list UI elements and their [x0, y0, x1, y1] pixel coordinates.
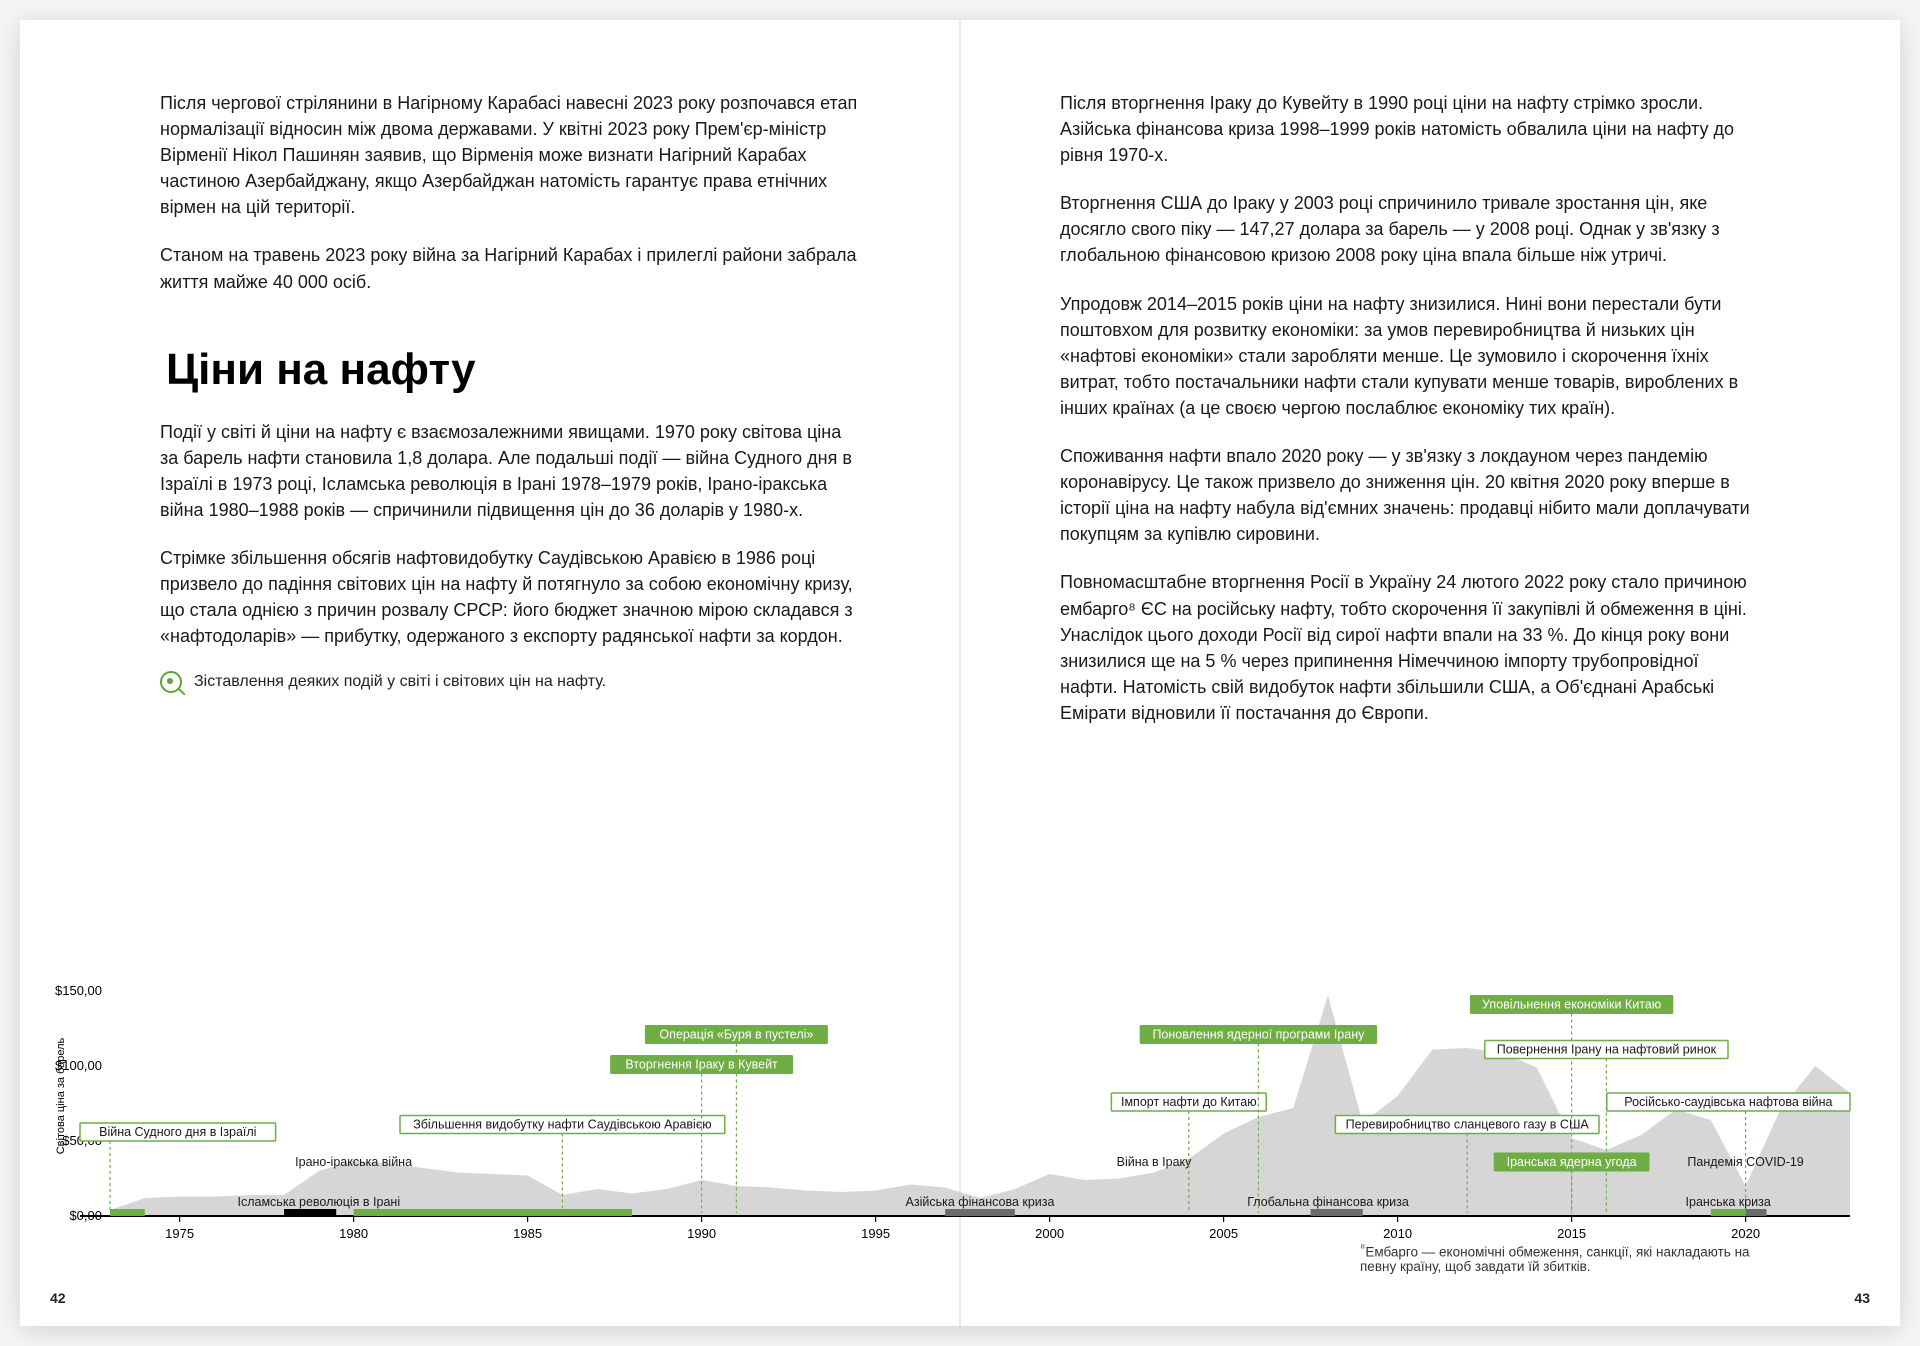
left-paragraph-1: Після чергової стрілянини в Нагірному Ка…: [160, 90, 860, 220]
event-bar: [1311, 1209, 1363, 1216]
footnote: ⁸Ембарго — економічні обмеження, санкції…: [1060, 1242, 1760, 1275]
event-label: Азійська фінансова криза: [906, 1195, 1055, 1209]
chart-svg: 1975 1980 1985 1990 1995 2000 2005 2010 2015 2020…: [50, 966, 1870, 1246]
event-label: Збільшення видобутку нафти Саудівською А…: [413, 1118, 711, 1132]
event-bar: [284, 1209, 336, 1216]
book-spread: Після чергової стрілянини в Нагірному Ка…: [20, 20, 1900, 1326]
page-number-right: 43: [1854, 1290, 1870, 1306]
chart-area: [110, 996, 1850, 1217]
event-bar: [945, 1209, 1015, 1216]
right-paragraph-5: Повномасштабне вторгнення Росії в Україн…: [1060, 569, 1760, 726]
event-label: Пандемія COVID-19: [1687, 1155, 1803, 1169]
event-label: Операція «Буря в пустелі»: [659, 1028, 813, 1042]
right-paragraph-2: Вторгнення США до Іраку у 2003 році спри…: [1060, 190, 1760, 268]
page-number-left: 42: [50, 1290, 66, 1306]
x-tick: 1995: [861, 1226, 890, 1241]
event-label: Ісламська революція в Ірані: [238, 1195, 401, 1209]
event-label: Перевиробництво сланцевого газу в США: [1346, 1118, 1590, 1132]
x-tick: 2020: [1731, 1226, 1760, 1241]
section-title: Ціни на нафту: [160, 345, 482, 395]
chart-caption-row: Зіставлення деяких подій у світі і світо…: [160, 671, 860, 693]
event-label: Війна в Іраку: [1117, 1155, 1193, 1169]
x-tick: 2015: [1557, 1226, 1586, 1241]
x-tick: 2005: [1209, 1226, 1238, 1241]
left-paragraph-3: Події у світі й ціни на нафту є взаємоза…: [160, 419, 860, 523]
left-paragraph-4: Стрімке збільшення обсягів нафтовидобутк…: [160, 545, 860, 649]
x-tick: 1990: [687, 1226, 716, 1241]
event-bar: [1711, 1209, 1746, 1216]
oil-price-chart: 1975 1980 1985 1990 1995 2000 2005 2010 2015 2020…: [50, 966, 1870, 1246]
event-bar: [354, 1209, 632, 1216]
x-tick: 1980: [339, 1226, 368, 1241]
right-paragraph-1: Після вторгнення Іраку до Кувейту в 1990…: [1060, 90, 1760, 168]
right-paragraph-3: Упродовж 2014–2015 років ціни на нафту з…: [1060, 291, 1760, 421]
event-label: Ірано-іракська війна: [295, 1155, 412, 1169]
event-label: Російсько-саудівська нафтова війна: [1624, 1095, 1832, 1109]
event-bar: [1746, 1209, 1767, 1216]
event-bar: [110, 1209, 145, 1216]
chart-caption: Зіставлення деяких подій у світі і світо…: [194, 673, 606, 691]
event-label: Іранська ядерна угода: [1507, 1155, 1637, 1169]
y-tick: $150,00: [55, 983, 102, 998]
event-label: Поновлення ядерної програми Ірану: [1152, 1028, 1365, 1042]
event-label: Уповільнення економіки Китаю: [1482, 998, 1661, 1012]
y-tick: $0,00: [69, 1208, 102, 1223]
event-label: Повернення Ірану на нафтовий ринок: [1497, 1043, 1717, 1057]
event-label: Іранська криза: [1686, 1195, 1771, 1209]
y-axis-title: Світова ціна за барель: [55, 1037, 67, 1154]
event-label: Імпорт нафти до Китаю: [1121, 1095, 1257, 1109]
x-tick: 2010: [1383, 1226, 1412, 1241]
event-label: Глобальна фінансова криза: [1247, 1195, 1409, 1209]
x-tick: 1975: [165, 1226, 194, 1241]
footnote-text: Ембарго — економічні обмеження, санкції,…: [1360, 1244, 1750, 1274]
right-paragraph-4: Споживання нафти впало 2020 року — у зв'…: [1060, 443, 1760, 547]
magnifier-icon: [160, 671, 182, 693]
left-paragraph-2: Станом на травень 2023 року війна за Наг…: [160, 242, 860, 294]
x-tick: 1985: [513, 1226, 542, 1241]
event-label: Війна Судного дня в Ізраїлі: [99, 1125, 256, 1139]
event-label: Вторгнення Іраку в Кувейт: [625, 1058, 778, 1072]
x-tick: 2000: [1035, 1226, 1064, 1241]
